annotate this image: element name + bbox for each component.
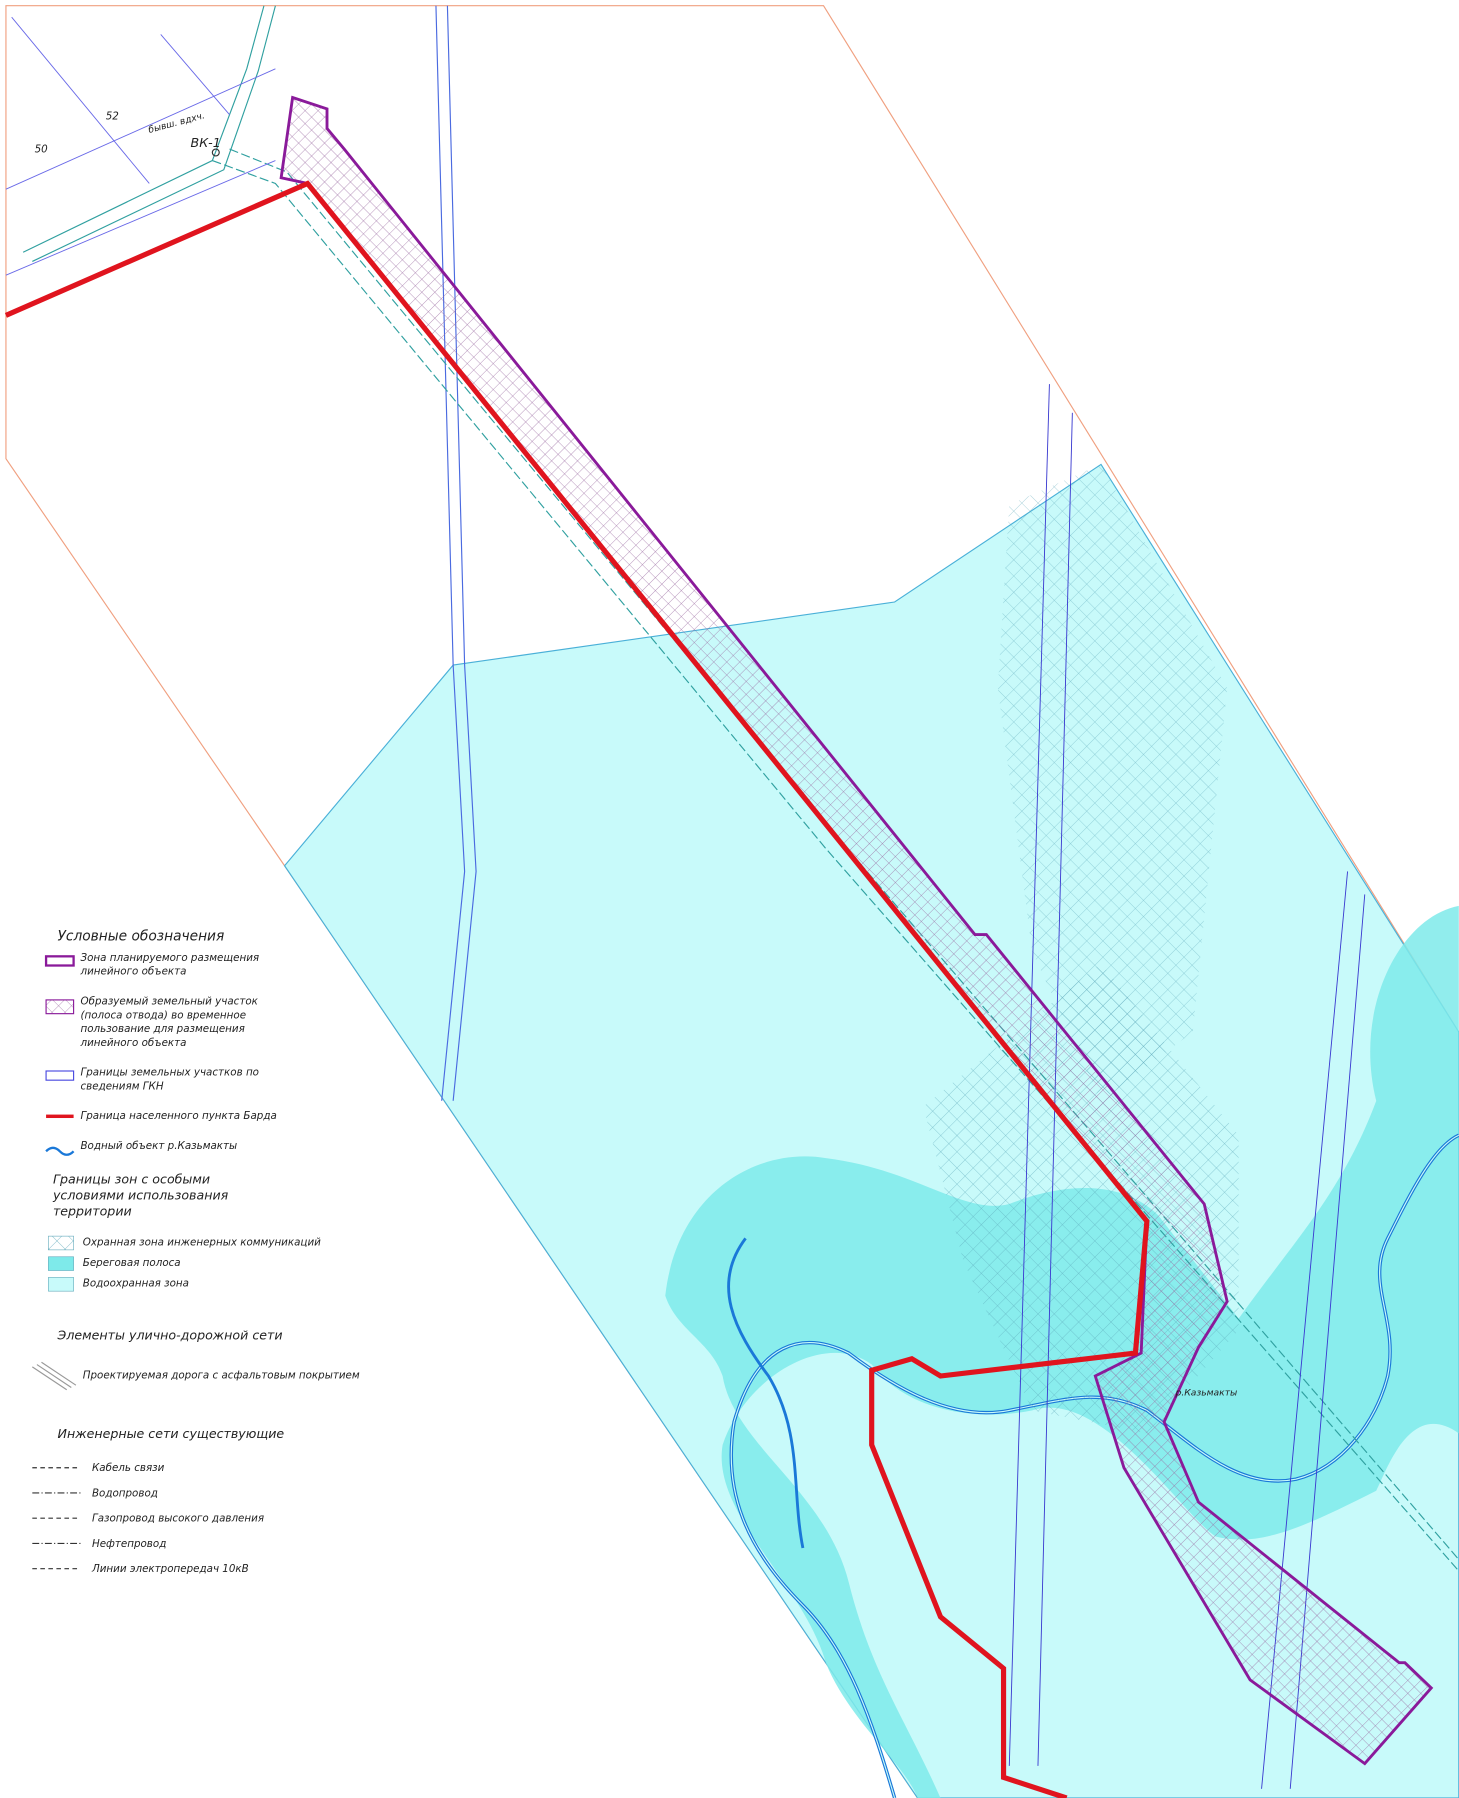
legend: Условные обозначения Зона планируемого р… bbox=[31, 928, 360, 1575]
settlement-border bbox=[4, 180, 1150, 1798]
parcel-label: 52 bbox=[106, 110, 119, 122]
legend-label: Кабель связи bbox=[92, 1462, 165, 1474]
planned-corridor bbox=[279, 95, 1434, 1766]
legend-label: Водопровод bbox=[92, 1487, 158, 1499]
legend-symbol bbox=[48, 1256, 74, 1271]
river-label: р.Казьмакты bbox=[1175, 1388, 1238, 1399]
legend-label: Охранная зона инженерных коммуникаций bbox=[83, 1236, 321, 1248]
legend-symbol bbox=[46, 1114, 74, 1119]
legend-label: Водоохранная зона bbox=[83, 1278, 189, 1290]
legend-symbol bbox=[45, 999, 75, 1015]
legend-symbol bbox=[48, 1235, 74, 1251]
legend-symbol bbox=[48, 1277, 74, 1292]
legend-label: Линии электропередач 10кВ bbox=[91, 1563, 249, 1575]
legend-title: Условные обозначения bbox=[58, 928, 225, 944]
map-background bbox=[4, 5, 1459, 1798]
legend-label: Водный объект р.Казьмакты bbox=[80, 1140, 237, 1152]
legend-label: Границы земельных участков по сведениям Г… bbox=[80, 1067, 259, 1093]
legend-label: Береговая полоса bbox=[83, 1257, 181, 1269]
parcel-label: 50 bbox=[35, 144, 49, 156]
legend-symbol bbox=[31, 1361, 77, 1391]
legend-label: Проектируемая дорога с асфальтовым покры… bbox=[83, 1369, 360, 1381]
legend-label: Границы зон с особыми условиями использов… bbox=[52, 1171, 229, 1218]
utility-zone bbox=[997, 464, 1228, 1101]
legend-heading: Инженерные сети существующие bbox=[58, 1426, 285, 1441]
legend-label: Нефтепровод bbox=[92, 1538, 166, 1550]
legend-label: Газопровод высокого давления bbox=[92, 1513, 264, 1525]
legend-symbol bbox=[45, 1070, 75, 1081]
well-label: ВК-1 bbox=[191, 135, 221, 150]
legend-label: Зона планируемого размещения линейного об… bbox=[79, 952, 259, 978]
well-marker bbox=[211, 148, 220, 157]
river-arm bbox=[727, 1237, 805, 1549]
parcel-border bbox=[5, 16, 276, 276]
legend-label: Образуемый земельный участок (полоса отво… bbox=[79, 995, 258, 1048]
legend-symbol bbox=[44, 955, 75, 967]
legend-heading: Элементы улично-дорожной сети bbox=[57, 1327, 283, 1342]
legend-symbol bbox=[45, 1146, 75, 1156]
legend-label: Граница населенного пункта Барда bbox=[80, 1110, 276, 1122]
